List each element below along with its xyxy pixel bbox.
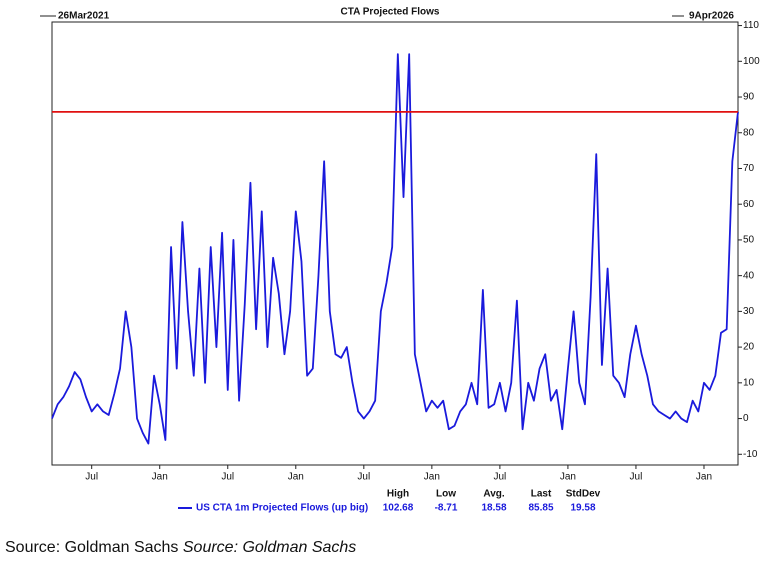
end-label: 9Apr2026 xyxy=(689,11,734,22)
x-tick-label: Jan xyxy=(696,472,712,483)
y-tick-label: 20 xyxy=(743,342,755,353)
y-tick-label: -10 xyxy=(743,449,758,460)
stat-label: Last xyxy=(531,489,552,500)
source: Source: Goldman Sachs Source: Goldman Sa… xyxy=(5,539,356,556)
x-tick-label: Jan xyxy=(288,472,304,483)
x-tick-label: Jul xyxy=(85,472,98,483)
stat-label: High xyxy=(387,489,409,500)
legend-label: US CTA 1m Projected Flows (up big) xyxy=(196,503,368,514)
series-line xyxy=(51,53,739,445)
y-tick-label: 90 xyxy=(743,92,755,103)
stat-label: Avg. xyxy=(483,489,505,500)
stat-label: Low xyxy=(436,489,456,500)
y-tick-label: 50 xyxy=(743,235,755,246)
y-tick-label: 70 xyxy=(743,163,755,174)
y-tick-label: 30 xyxy=(743,306,755,317)
y-tick-label: 40 xyxy=(743,270,755,281)
x-tick-label: Jul xyxy=(493,472,506,483)
stat-value: 18.58 xyxy=(481,503,506,514)
x-tick-label: Jan xyxy=(424,472,440,483)
source-text: Source: Goldman Sachs xyxy=(5,539,178,556)
y-tick-label: 110 xyxy=(743,20,759,31)
stat-value: 102.68 xyxy=(383,503,414,514)
stat-value: 85.85 xyxy=(528,503,553,514)
plot-frame xyxy=(51,21,739,466)
y-tick-label: 0 xyxy=(743,413,749,424)
x-tick-label: Jul xyxy=(630,472,643,483)
chart-title: CTA Projected Flows xyxy=(341,7,440,18)
y-tick-label: 10 xyxy=(743,377,755,388)
stat-label: StdDev xyxy=(566,489,601,500)
source-italic: Source: Goldman Sachs xyxy=(183,539,356,556)
y-tick-label: 60 xyxy=(743,199,755,210)
stat-value: 19.58 xyxy=(570,503,595,514)
y-tick-label: 80 xyxy=(743,127,755,138)
start-label: 26Mar2021 xyxy=(58,11,110,22)
x-tick-label: Jan xyxy=(560,472,576,483)
y-tick-label: 100 xyxy=(743,56,760,67)
x-tick-label: Jul xyxy=(221,472,234,483)
x-tick-label: Jan xyxy=(152,472,168,483)
x-tick-label: Jul xyxy=(357,472,370,483)
stat-value: -8.71 xyxy=(435,503,458,514)
